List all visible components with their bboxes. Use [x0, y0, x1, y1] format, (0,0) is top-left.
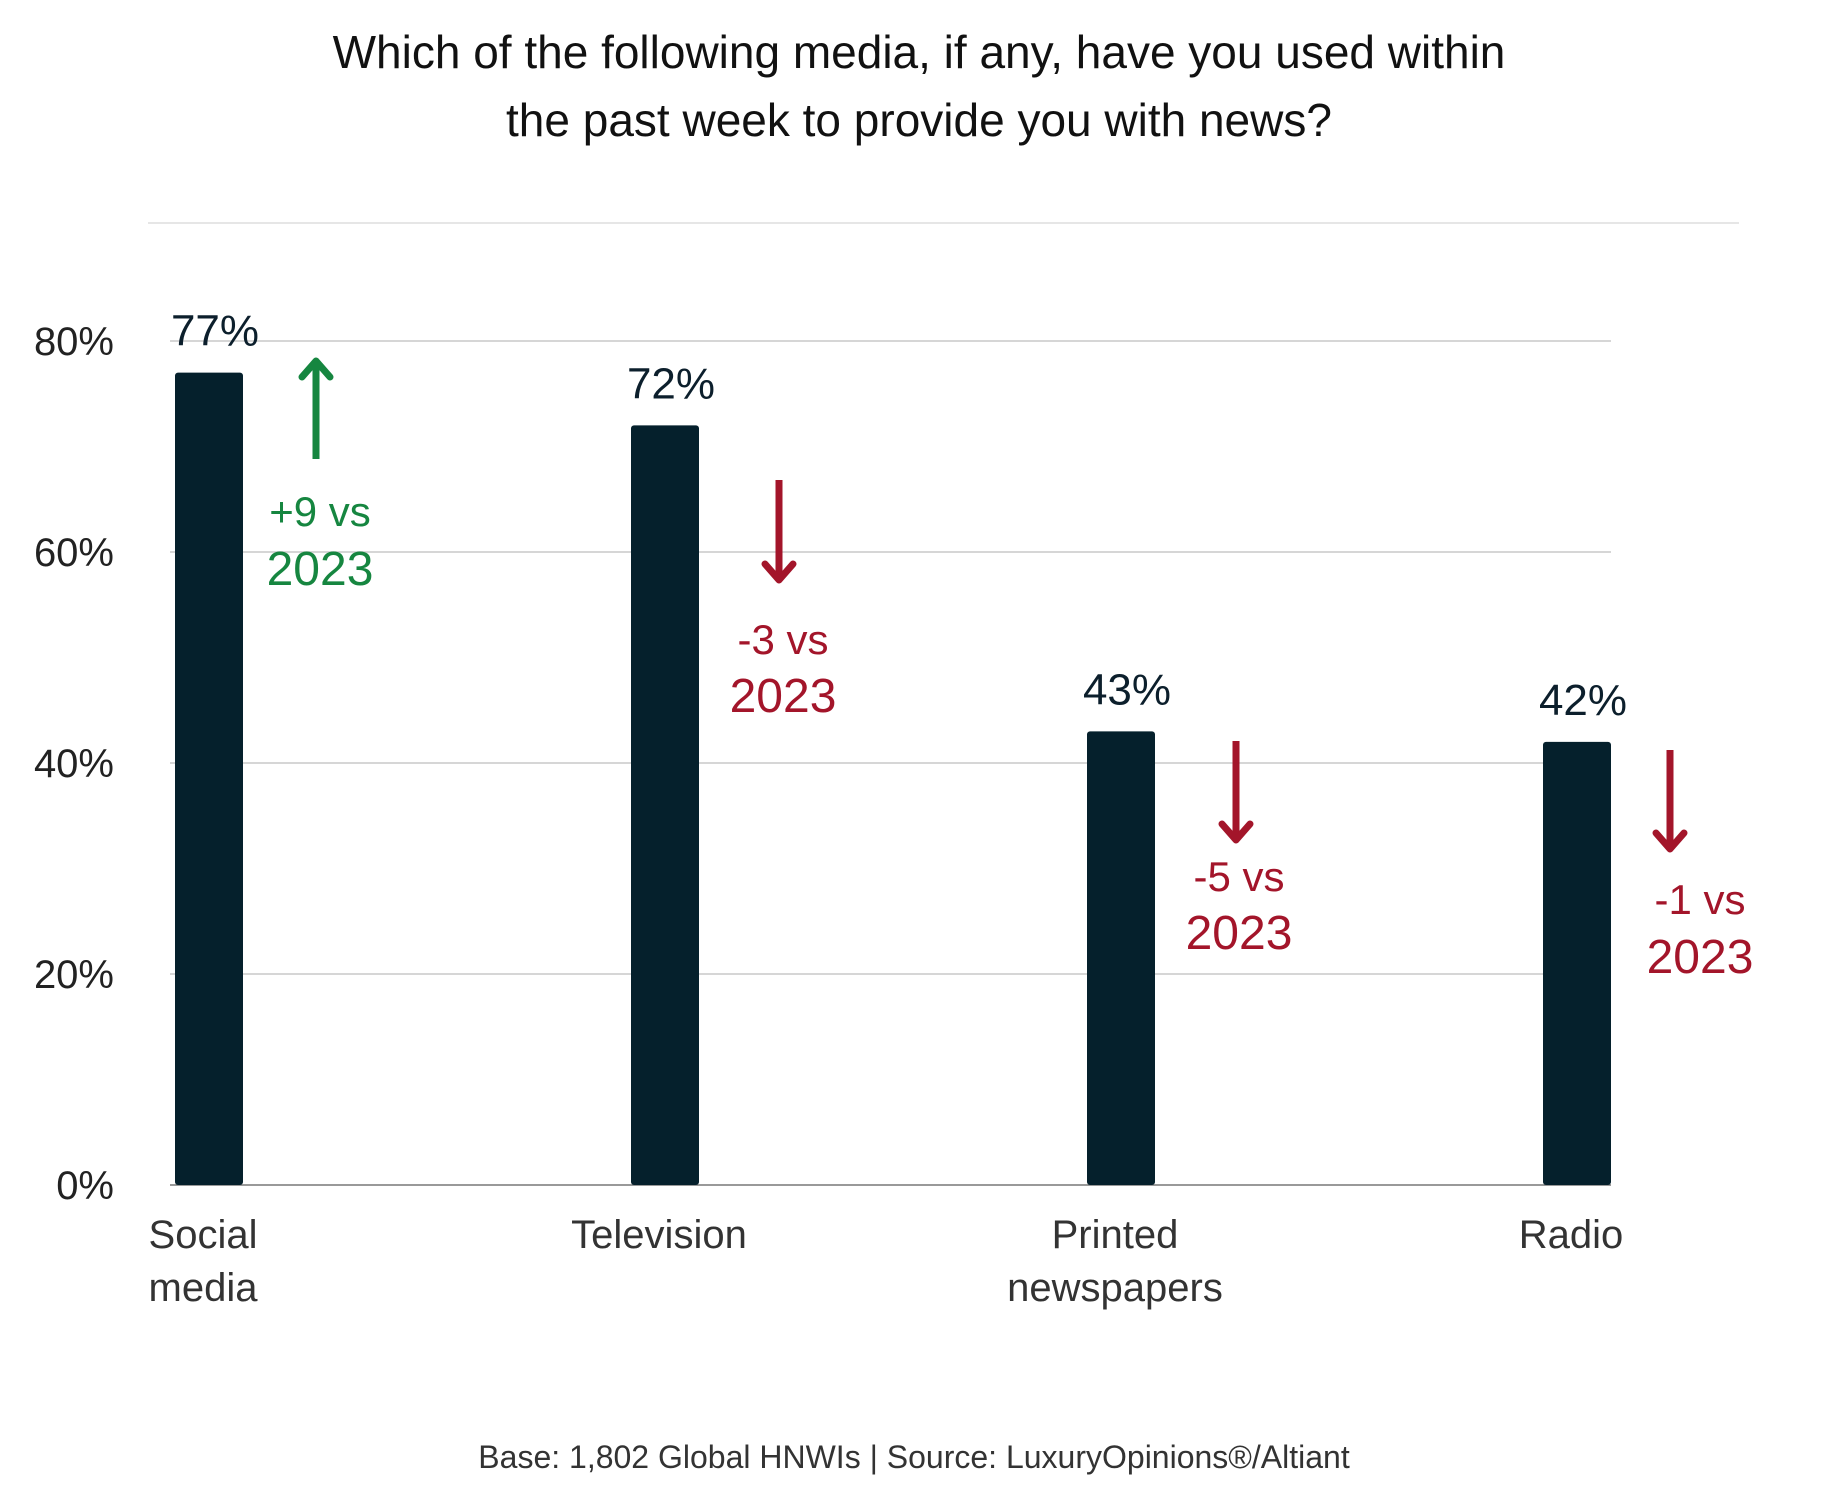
bar — [631, 425, 699, 1185]
x-tick-label: Printed — [1052, 1213, 1179, 1257]
arrow-head — [761, 560, 797, 584]
title-line: the past week to provide you with news? — [506, 94, 1332, 146]
arrow-head — [298, 357, 334, 381]
change-label: +9 vs — [269, 488, 371, 535]
x-tick-label: Radio — [1519, 1213, 1624, 1257]
value-label: 72% — [627, 359, 715, 408]
footnote: Base: 1,802 Global HNWIs | Source: Luxur… — [478, 1439, 1350, 1475]
arrow-head — [1218, 820, 1254, 844]
bar — [1087, 731, 1155, 1185]
change-label: 2023 — [1186, 907, 1293, 960]
bar — [1543, 741, 1611, 1185]
change-label: 2023 — [1647, 931, 1754, 984]
x-tick-label: Television — [571, 1213, 747, 1257]
x-tick-label: media — [149, 1266, 259, 1310]
y-tick-label: 0% — [56, 1164, 114, 1208]
y-tick-label: 20% — [34, 953, 114, 997]
chart-title: Which of the following media, if any, ha… — [333, 26, 1506, 146]
x-tick-label: newspapers — [1007, 1266, 1223, 1310]
change-label: -3 vs — [737, 616, 828, 663]
change-label: -1 vs — [1654, 876, 1745, 923]
x-tick-label: Social — [149, 1213, 258, 1257]
change-label: 2023 — [730, 670, 837, 723]
value-label: 77% — [171, 307, 259, 356]
arrow-head — [1652, 829, 1688, 853]
title-line: Which of the following media, if any, ha… — [333, 26, 1506, 78]
y-tick-label: 40% — [34, 742, 114, 786]
bar — [175, 372, 243, 1185]
value-label: 42% — [1539, 676, 1627, 725]
y-tick-label: 60% — [34, 531, 114, 575]
value-label: 43% — [1083, 665, 1171, 714]
change-label: 2023 — [267, 543, 374, 596]
change-label: -5 vs — [1193, 853, 1284, 900]
y-tick-label: 80% — [34, 320, 114, 364]
